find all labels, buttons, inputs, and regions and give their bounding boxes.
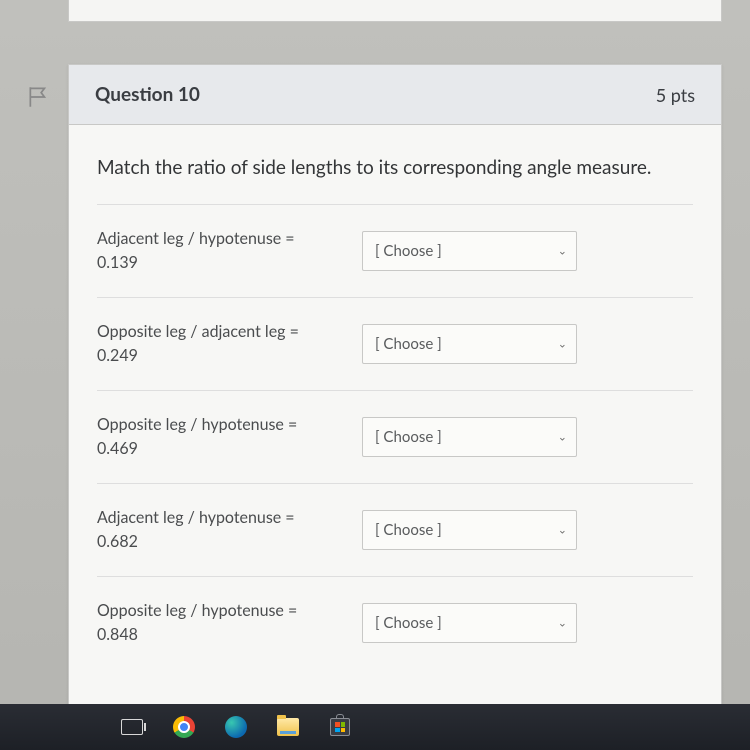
- chevron-down-icon: ⌄: [558, 431, 567, 444]
- match-row: Adjacent leg / hypotenuse = 0.139 [ Choo…: [97, 204, 693, 297]
- match-row: Adjacent leg / hypotenuse = 0.682 [ Choo…: [97, 483, 693, 576]
- match-label-line2: 0.249: [97, 346, 138, 365]
- match-select[interactable]: [ Choose ] ⌄: [362, 231, 577, 271]
- chevron-down-icon: ⌄: [558, 524, 567, 537]
- match-select-wrap: [ Choose ] ⌄: [362, 417, 577, 457]
- match-label-line1: Opposite leg / hypotenuse =: [97, 415, 297, 434]
- question-header: Question 10 5 pts: [69, 65, 721, 125]
- select-placeholder: [ Choose ]: [375, 614, 442, 632]
- match-select[interactable]: [ Choose ] ⌄: [362, 417, 577, 457]
- file-explorer-icon[interactable]: [276, 715, 300, 739]
- match-row: Opposite leg / hypotenuse = 0.469 [ Choo…: [97, 390, 693, 483]
- match-label-line2: 0.139: [97, 253, 138, 272]
- match-label: Adjacent leg / hypotenuse = 0.139: [97, 227, 362, 275]
- screen-viewport: Question 10 5 pts Match the ratio of sid…: [0, 0, 750, 750]
- flag-question-icon[interactable]: [26, 84, 52, 110]
- previous-question-card-stub: [68, 0, 722, 22]
- match-row: Opposite leg / hypotenuse = 0.848 [ Choo…: [97, 576, 693, 669]
- select-placeholder: [ Choose ]: [375, 521, 442, 539]
- match-label-line1: Adjacent leg / hypotenuse =: [97, 229, 295, 248]
- question-card: Question 10 5 pts Match the ratio of sid…: [68, 64, 722, 728]
- match-label-line2: 0.469: [97, 439, 138, 458]
- match-select-wrap: [ Choose ] ⌄: [362, 510, 577, 550]
- task-view-icon[interactable]: [120, 715, 144, 739]
- microsoft-store-icon[interactable]: [328, 715, 352, 739]
- chevron-down-icon: ⌄: [558, 338, 567, 351]
- question-points: 5 pts: [656, 84, 695, 106]
- edge-icon[interactable]: [224, 715, 248, 739]
- match-select[interactable]: [ Choose ] ⌄: [362, 510, 577, 550]
- match-label: Opposite leg / hypotenuse = 0.848: [97, 599, 362, 647]
- question-body: Match the ratio of side lengths to its c…: [69, 125, 721, 679]
- match-label: Adjacent leg / hypotenuse = 0.682: [97, 506, 362, 554]
- select-placeholder: [ Choose ]: [375, 242, 442, 260]
- match-label-line1: Adjacent leg / hypotenuse =: [97, 508, 295, 527]
- match-label-line2: 0.682: [97, 532, 138, 551]
- match-label: Opposite leg / adjacent leg = 0.249: [97, 320, 362, 368]
- match-label-line1: Opposite leg / adjacent leg =: [97, 322, 299, 341]
- match-select-wrap: [ Choose ] ⌄: [362, 231, 577, 271]
- question-title: Question 10: [95, 83, 200, 106]
- match-select[interactable]: [ Choose ] ⌄: [362, 603, 577, 643]
- match-select[interactable]: [ Choose ] ⌄: [362, 324, 577, 364]
- match-label-line1: Opposite leg / hypotenuse =: [97, 601, 297, 620]
- match-row: Opposite leg / adjacent leg = 0.249 [ Ch…: [97, 297, 693, 390]
- chevron-down-icon: ⌄: [558, 245, 567, 258]
- chrome-icon[interactable]: [172, 715, 196, 739]
- question-prompt: Match the ratio of side lengths to its c…: [97, 153, 693, 204]
- match-label: Opposite leg / hypotenuse = 0.469: [97, 413, 362, 461]
- match-label-line2: 0.848: [97, 625, 138, 644]
- windows-taskbar[interactable]: [0, 704, 750, 750]
- match-select-wrap: [ Choose ] ⌄: [362, 324, 577, 364]
- chevron-down-icon: ⌄: [558, 617, 567, 630]
- select-placeholder: [ Choose ]: [375, 335, 442, 353]
- match-select-wrap: [ Choose ] ⌄: [362, 603, 577, 643]
- select-placeholder: [ Choose ]: [375, 428, 442, 446]
